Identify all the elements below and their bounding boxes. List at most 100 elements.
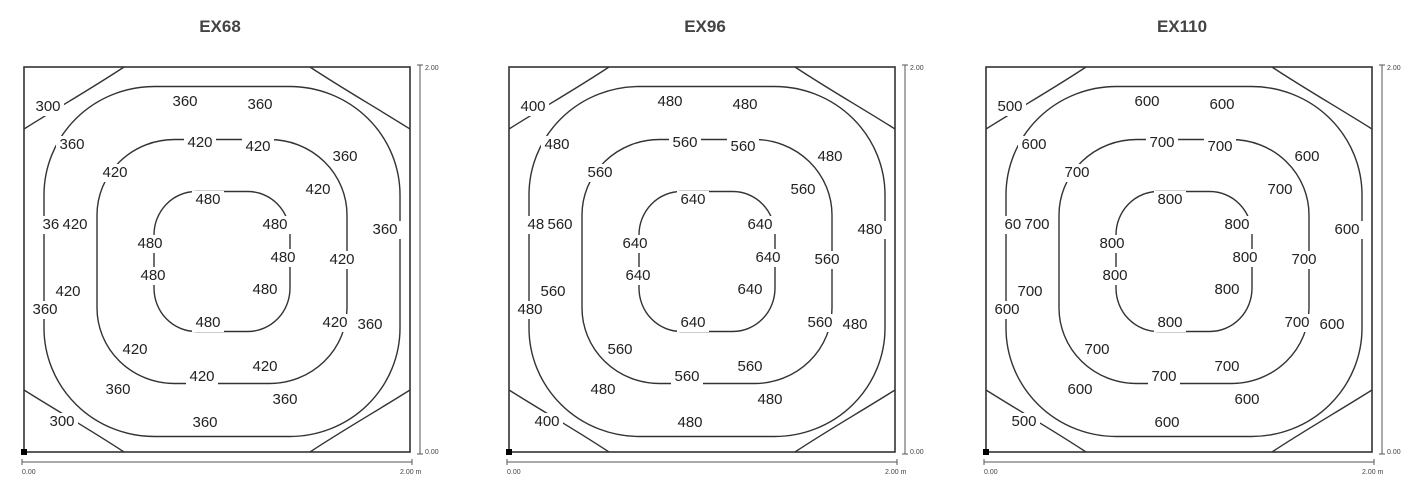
contour-label: 600 <box>1234 391 1259 408</box>
contour-label-bg <box>119 341 151 359</box>
contour-label: 700 <box>1207 138 1232 155</box>
contour-label: 600 <box>1209 96 1234 113</box>
contour-label-bg <box>729 96 761 114</box>
contour-label-bg <box>604 341 636 359</box>
contour-label-bg <box>52 283 84 301</box>
contour-label-bg <box>249 358 281 376</box>
panel-ex110: EX110 500 500 600 600 600 600 600 600 600 600 600 6… <box>962 0 1402 480</box>
contour-label: 700 <box>1151 368 1176 385</box>
frame-border <box>985 66 1373 453</box>
contour-label-bg <box>674 414 706 432</box>
origin-marker <box>21 449 27 455</box>
contour-label: 640 <box>747 216 772 233</box>
contour-label: 600 <box>1334 221 1359 238</box>
contour-line <box>23 66 125 130</box>
frame-border <box>23 66 411 453</box>
contour-label-bg <box>671 368 703 386</box>
contour-label-bg <box>531 413 563 431</box>
contour-label-bg <box>1211 358 1243 376</box>
contour-label-bg <box>517 98 549 116</box>
contour-label-bg <box>584 164 616 182</box>
contour-label: 700 <box>1267 181 1292 198</box>
contour-label: 480 <box>195 191 220 208</box>
contour-line <box>985 66 1087 130</box>
contour-label: 560 <box>674 368 699 385</box>
contour-label: 360 <box>59 136 84 153</box>
x-axis-origin-label: 0.00 <box>507 469 521 476</box>
contour-label: 600 <box>994 301 1019 318</box>
contour-label: 600 <box>1294 148 1319 165</box>
contour-label: 480 <box>262 216 287 233</box>
contour-line <box>1005 85 1363 438</box>
contour-label-bg <box>267 249 299 267</box>
contour-label-bg <box>544 216 576 234</box>
contour-label: 480 <box>140 267 165 284</box>
y-axis-end-label: 2.00 m <box>1387 65 1402 72</box>
y-axis-end-label: 2.00 m <box>425 65 440 72</box>
contour-label-bg <box>242 138 274 156</box>
contour-label: 600 <box>1319 316 1344 333</box>
contour-label-bg <box>854 221 886 239</box>
contour-label: 480 <box>657 93 682 110</box>
contour-label: 600 <box>1154 414 1179 431</box>
contour-label-bg <box>811 251 843 269</box>
contour-label: 600 <box>1021 136 1046 153</box>
contour-line <box>528 85 886 438</box>
contour-label-bg <box>169 93 201 111</box>
contour-label-bg <box>1146 134 1178 152</box>
contour-label: 560 <box>730 138 755 155</box>
contour-label: 640 <box>680 314 705 331</box>
contour-label: 360 <box>272 391 297 408</box>
contour-label-bg <box>994 98 1026 116</box>
contour-label: 560 <box>540 283 565 300</box>
contour-label-bg <box>1151 414 1183 432</box>
contour-label: 360 <box>247 96 272 113</box>
panel-title: EX110 <box>1156 17 1208 36</box>
contour-label: 640 <box>755 249 780 266</box>
contour-label: 360 <box>332 148 357 165</box>
contour-label: 560 <box>790 181 815 198</box>
contour-label-bg <box>1291 148 1323 166</box>
contour-label: 800 <box>1102 267 1127 284</box>
contour-label-bg <box>192 314 224 332</box>
contour-label: 800 <box>1214 281 1239 298</box>
contour-label-bg <box>1204 138 1236 156</box>
x-axis-origin-label: 0.00 <box>22 469 36 476</box>
contour-label: 600 <box>1134 93 1159 110</box>
contour-line <box>1271 66 1373 130</box>
y-axis-origin-label: 0.00 <box>910 449 924 456</box>
contour-line <box>1271 389 1373 453</box>
contour-label: 360 <box>357 316 382 333</box>
contour-label-bg <box>102 381 134 399</box>
contour-label-bg <box>1288 251 1320 269</box>
contour-label-bg <box>99 164 131 182</box>
contour-label: 700 <box>1291 251 1316 268</box>
contour-label-bg <box>619 235 651 253</box>
contour-label: 700 <box>1064 164 1089 181</box>
contour-label: 560 <box>547 216 572 233</box>
contour-label-bg <box>537 283 569 301</box>
contour-label: 560 <box>807 314 832 331</box>
contour-label-bg <box>46 413 78 431</box>
contour-label-bg <box>754 391 786 409</box>
contour-label-bg <box>814 148 846 166</box>
panel-title: EX96 <box>684 17 726 36</box>
contour-label-bg <box>1206 96 1238 114</box>
contour-label-bg <box>1316 316 1348 334</box>
contour-label-bg <box>727 138 759 156</box>
contour-label-bg <box>189 414 221 432</box>
contour-label-bg <box>184 134 216 152</box>
y-axis-end-label: 2.00 m <box>910 65 925 72</box>
contour-label: 600 <box>1067 381 1092 398</box>
contour-label: 560 <box>587 164 612 181</box>
contour-label-bg <box>354 316 386 334</box>
contour-label-bg <box>326 251 358 269</box>
contour-label: 480 <box>544 136 569 153</box>
contour-label: 360 <box>105 381 130 398</box>
x-axis-end-label: 2.00 m <box>885 469 907 476</box>
contour-label: 480 <box>817 148 842 165</box>
contour-label: 420 <box>245 138 270 155</box>
x-axis-origin-label: 0.00 <box>984 469 998 476</box>
contour-label-bg <box>269 391 301 409</box>
contour-label-bg <box>991 301 1023 319</box>
